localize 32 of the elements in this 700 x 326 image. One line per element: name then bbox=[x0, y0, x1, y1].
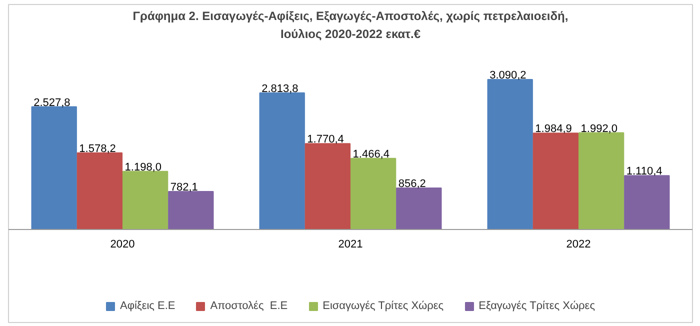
data-label: 1.110,4 bbox=[626, 166, 662, 178]
legend-label: Αφίξεις Ε.Ε bbox=[120, 300, 176, 312]
legend-label: Αποστολές Ε.Ε bbox=[210, 300, 288, 312]
data-label: 1.578,2 bbox=[79, 142, 116, 155]
bar bbox=[31, 106, 77, 230]
bar bbox=[122, 170, 168, 230]
bar bbox=[304, 143, 351, 230]
bar bbox=[350, 158, 396, 230]
data-label: 782,1 bbox=[170, 182, 198, 194]
bar bbox=[532, 132, 579, 230]
bar bbox=[396, 187, 442, 230]
data-label: 2.813,8 bbox=[262, 82, 298, 95]
data-label: 856,2 bbox=[398, 178, 426, 190]
data-label: 1.992,0 bbox=[580, 122, 618, 135]
bar bbox=[487, 79, 533, 230]
bar bbox=[259, 92, 305, 230]
bar bbox=[624, 175, 670, 230]
bar bbox=[76, 152, 123, 230]
data-label: 1.466,4 bbox=[352, 148, 390, 160]
bar bbox=[578, 132, 624, 230]
chart-title: Γράφημα 2. Εισαγωγές-Αφίξεις, Εξαγωγές-Αποστολές, χωρίς πετρελαιοειδή, Ιούλιος 2020-2022 εκατ.€ bbox=[132, 9, 568, 42]
data-label: 2.527,8 bbox=[34, 96, 70, 109]
bar bbox=[168, 191, 214, 230]
data-label: 1.770,4 bbox=[307, 134, 344, 146]
legend-label: Εξαγωγές Τρίτες Χώρες bbox=[478, 300, 596, 312]
data-label: 1.984,9 bbox=[535, 123, 572, 136]
legend-label: Εισαγωγές Τρίτες Χώρες bbox=[322, 300, 444, 312]
data-label: 1.198,0 bbox=[124, 161, 162, 174]
data-label: 3.090,2 bbox=[490, 70, 526, 82]
x-tick-label: 2020 bbox=[110, 238, 135, 250]
x-tick-label: 2021 bbox=[338, 238, 363, 250]
x-tick-label: 2022 bbox=[566, 238, 591, 250]
